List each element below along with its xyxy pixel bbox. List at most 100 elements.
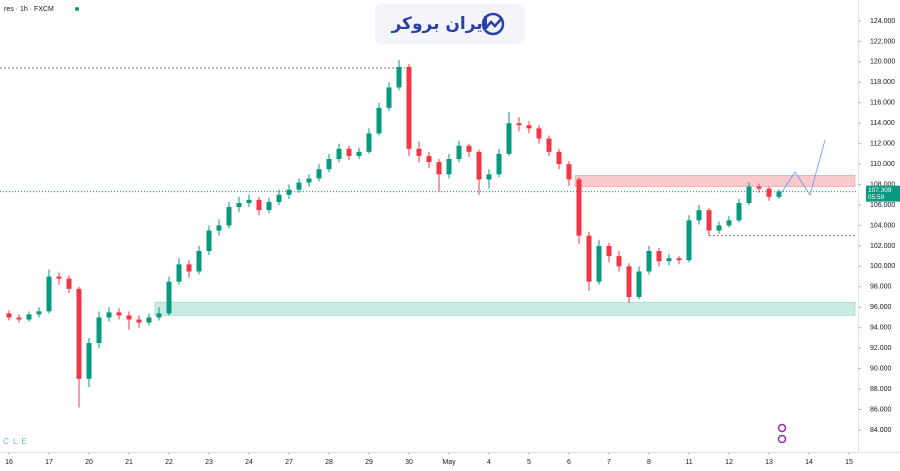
candle-body [416,148,422,156]
candle-body [306,178,312,183]
candle-body [576,179,582,236]
candle-body [756,186,762,189]
candle-body [726,220,732,226]
candle-body [466,145,472,152]
x-tick-label: 20 [85,459,93,466]
candle-body [666,258,672,262]
candle-body [366,133,372,152]
candle-body [346,148,352,156]
x-tick-label: May [442,459,456,466]
y-tick-label: 94.000 [870,325,892,332]
x-tick-label: 16 [5,459,13,466]
x-tick-label: 11 [685,459,692,466]
candle-body [606,245,612,257]
candle-body [236,202,242,208]
candle-body [386,87,392,108]
y-tick-label: 108.000 [870,181,895,188]
price-tag-label: 107.309 [868,187,892,194]
y-tick-label: 114.000 [870,120,895,127]
candle-body [286,189,292,195]
candle-body [296,182,302,190]
candle-body [776,191,782,197]
candle-body [256,199,262,211]
y-tick-label: 118.000 [870,79,895,86]
candle-body [136,319,142,323]
candle-body [66,278,72,289]
candle-body [226,207,232,226]
y-tick-label: 104.000 [870,222,895,229]
candle-body [166,281,172,314]
candle-body [706,210,712,231]
y-tick-label: 124.000 [870,18,895,25]
candle-body [86,343,92,379]
x-tick-label: 6 [567,459,571,466]
candle-body [536,128,542,139]
candle-body [186,264,192,272]
y-tick-label: 122.000 [870,38,895,45]
x-tick-label: 8 [647,459,651,466]
candle-body [516,123,522,126]
projection-line [779,139,826,196]
candle-body [436,162,442,175]
y-tick-label: 112.000 [870,141,895,148]
candle-body [36,311,42,315]
y-tick-label: 106.000 [870,202,895,209]
y-tick-label: 90.000 [870,365,892,372]
candle-body [76,288,82,379]
candle-body [206,230,212,252]
zone [574,175,856,187]
y-tick-label: 102.000 [870,243,895,250]
candle-body [426,155,432,163]
candle-body [506,123,512,154]
y-tick-label: 116.000 [870,100,895,107]
y-tick-label: 96.000 [870,304,892,311]
y-tick-label: 98.000 [870,284,892,291]
symbol-header: res · 1h · FXCM [4,6,54,13]
x-tick-label: 17 [45,459,53,466]
candle-body [656,251,662,262]
logo-icon [481,12,505,36]
candle-body [566,164,572,180]
zone [154,301,856,316]
candle-body [496,153,502,175]
x-tick-label: 22 [165,459,173,466]
candle-body [696,210,702,221]
x-tick-label: 30 [405,459,413,466]
x-tick-label: 4 [487,459,491,466]
candle-body [116,312,122,316]
y-tick-label: 120.000 [870,59,895,66]
x-tick-label: 12 [725,459,733,466]
candle-body [316,169,322,179]
candle-body [476,151,482,180]
candle-body [676,258,682,261]
x-tick-label: 28 [325,459,333,466]
brand-mark: C L E [3,437,28,446]
candle-body [456,145,462,159]
x-tick-label: 5 [527,459,531,466]
y-tick-label: 86.000 [870,406,892,413]
candle-body [46,276,52,312]
candle-body [26,314,32,320]
candle-body [176,264,182,282]
candle-body [626,266,632,298]
status-dot [75,7,79,11]
candle-body [106,312,112,318]
candle-body [196,251,202,272]
x-tick-label: 7 [607,459,611,466]
candle-body [126,315,132,320]
candle-body [246,199,252,203]
y-tick-label: 110.000 [870,161,895,168]
candle-body [6,313,12,318]
candle-body [716,225,722,231]
candle-body [746,186,752,203]
logo-box [375,4,525,44]
candle-body [276,194,282,202]
event-icons [777,423,787,444]
candle-body [546,138,552,152]
candle-body [736,202,742,221]
candle-body [486,174,492,180]
candle-body [16,317,22,320]
candle-body [56,276,62,279]
